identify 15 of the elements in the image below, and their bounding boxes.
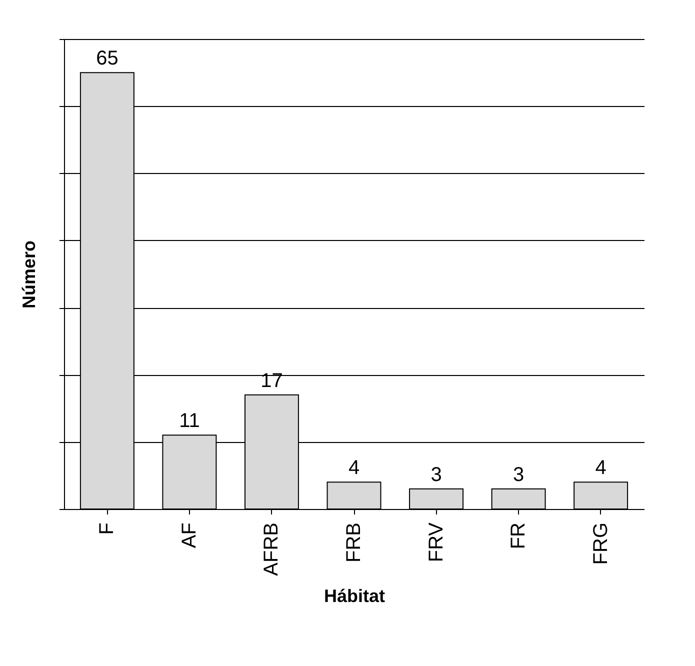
x-axis-title: Hábitat xyxy=(324,586,386,606)
x-tick-label: FRG xyxy=(590,522,612,565)
data-label: 3 xyxy=(512,464,524,486)
x-tick-label: FRV xyxy=(425,522,448,562)
x-tick-label: FRB xyxy=(343,522,365,562)
x-tick-label: F xyxy=(96,522,118,535)
x-tick-label: AFRB xyxy=(260,522,283,576)
data-label: 4 xyxy=(595,457,606,480)
x-tick-label: FR xyxy=(508,522,530,550)
data-label: 11 xyxy=(179,410,200,432)
data-label: 4 xyxy=(348,457,360,480)
x-tick-label: AF xyxy=(178,522,200,548)
data-label: 65 xyxy=(96,48,118,70)
data-label: 3 xyxy=(430,464,442,486)
y-axis-title: Número xyxy=(19,240,39,309)
